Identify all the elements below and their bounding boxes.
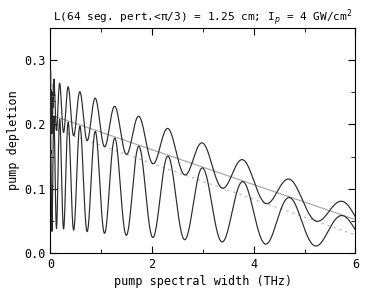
Title: L(64 seg. pert.<π/3) = 1.25 cm; I$_p$ = 4 GW/cm$^2$: L(64 seg. pert.<π/3) = 1.25 cm; I$_p$ = … — [53, 7, 353, 28]
Y-axis label: pump depletion: pump depletion — [7, 91, 20, 190]
X-axis label: pump spectral width (THz): pump spectral width (THz) — [114, 275, 292, 288]
